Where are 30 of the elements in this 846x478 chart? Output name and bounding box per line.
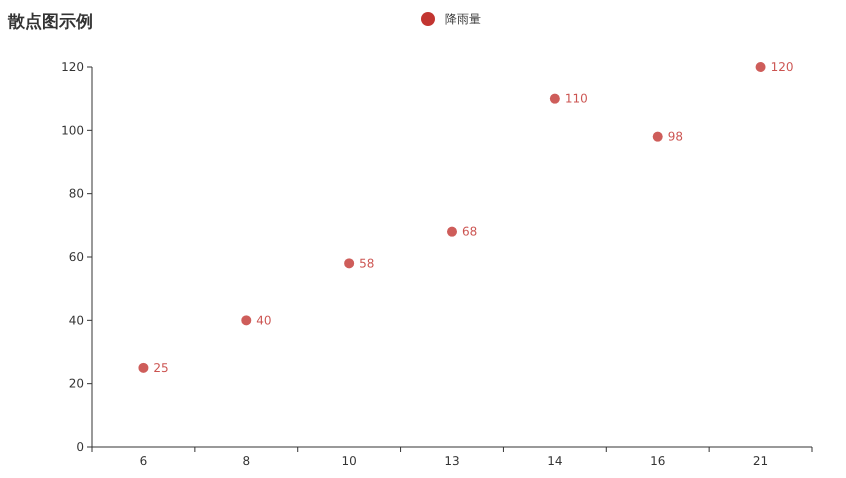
y-tick-label: 40 — [68, 313, 84, 328]
point — [652, 132, 663, 142]
y-tick-label: 120 — [61, 60, 84, 74]
x-tick-label: 6 — [140, 454, 148, 468]
point — [447, 226, 457, 237]
point — [756, 62, 766, 72]
x-tick-label: 8 — [242, 454, 250, 468]
data-label: 110 — [564, 92, 588, 106]
x-tick-label: 10 — [342, 454, 357, 468]
data-label: 98 — [668, 130, 683, 144]
y-tick-label: 0 — [76, 440, 84, 454]
point — [241, 315, 252, 326]
y-tick-label: 100 — [61, 123, 84, 138]
data-label: 58 — [359, 256, 374, 270]
chart-title: 散点图示例 — [7, 12, 93, 32]
point — [138, 362, 148, 373]
y-tick-label: 60 — [68, 250, 84, 264]
point — [550, 94, 560, 104]
data-label: 68 — [462, 224, 478, 239]
point — [344, 258, 354, 268]
x-tick-label: 21 — [752, 454, 768, 468]
data-label: 25 — [153, 360, 169, 375]
legend-label: 降雨量 — [445, 12, 481, 26]
x-tick-label: 13 — [444, 454, 460, 468]
x-tick-label: 16 — [650, 454, 666, 468]
y-tick-label: 20 — [68, 376, 84, 391]
data-label: 40 — [256, 313, 272, 328]
y-tick-label: 80 — [68, 186, 84, 201]
data-label: 120 — [770, 60, 794, 74]
x-tick-label: 14 — [547, 454, 562, 468]
